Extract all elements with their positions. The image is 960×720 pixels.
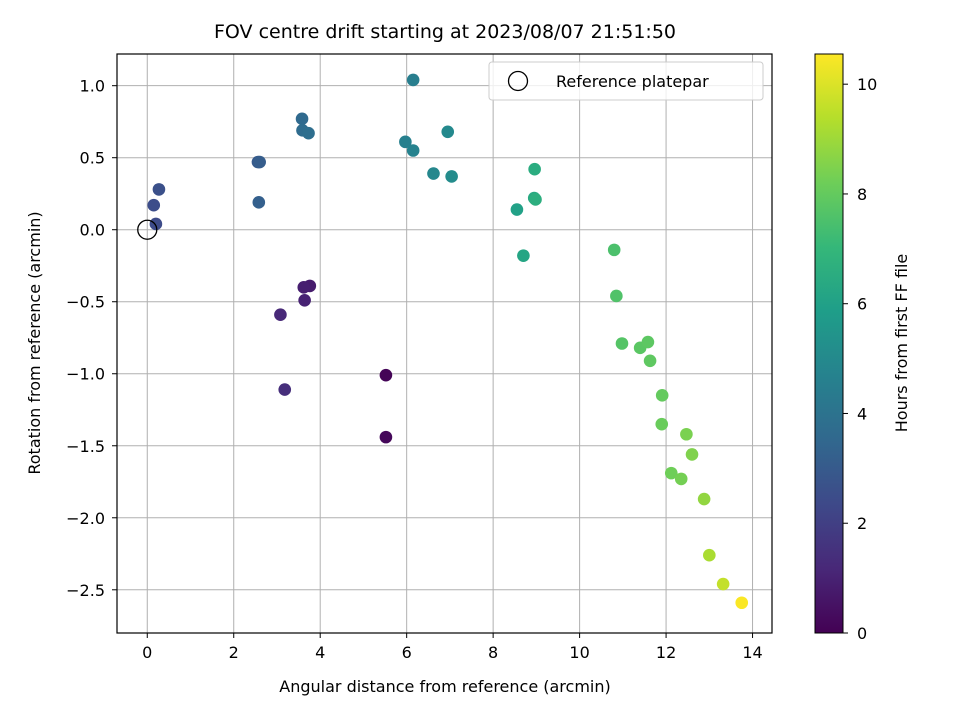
data-point (674, 472, 688, 486)
x-tick-label: 14 (742, 643, 762, 662)
y-tick-label: −0.5 (66, 293, 105, 312)
data-point (607, 243, 621, 257)
data-point (379, 430, 393, 444)
data-point (510, 203, 524, 216)
scatter-points (147, 73, 749, 610)
legend-label: Reference platepar (556, 72, 709, 91)
data-point (379, 368, 393, 382)
data-point (147, 198, 161, 212)
x-tick-label: 8 (488, 643, 498, 662)
data-point (615, 337, 629, 350)
y-tick-label: −1.0 (66, 365, 105, 384)
data-point (528, 162, 541, 176)
data-point (441, 125, 455, 139)
plot-frame (116, 53, 773, 634)
reference-point (137, 219, 158, 240)
x-tick-label: 10 (569, 643, 589, 662)
colorbar-gradient (814, 53, 844, 634)
y-tick-label: −1.5 (66, 437, 105, 456)
data-point (298, 293, 311, 307)
x-tick-label: 12 (656, 643, 676, 662)
data-point (697, 492, 711, 506)
y-axis-label: Rotation from reference (arcmin) (25, 211, 44, 474)
data-point (716, 577, 730, 591)
colorbar-tick-label: 2 (857, 514, 867, 533)
x-axis-ticks: 0 2 4 6 8 10 12 14 (142, 633, 763, 662)
data-point (703, 548, 716, 562)
colorbar-tick-label: 0 (857, 624, 867, 643)
data-point (152, 183, 166, 196)
y-tick-label: 0.0 (80, 221, 105, 240)
legend: Reference platepar (488, 61, 764, 101)
reference-marker (137, 219, 158, 240)
colorbar-tick-label: 4 (857, 404, 867, 423)
data-point (641, 335, 655, 349)
data-point (302, 126, 315, 140)
data-point (643, 354, 657, 368)
y-tick-label: 1.0 (80, 77, 105, 96)
data-point (445, 170, 458, 183)
legend-box (488, 61, 764, 101)
data-point (406, 73, 420, 87)
data-point (735, 596, 749, 610)
x-tick-label: 2 (229, 643, 239, 662)
data-point (427, 167, 440, 180)
x-tick-label: 4 (315, 643, 325, 662)
colorbar-tick-label: 6 (857, 295, 867, 314)
data-point (406, 144, 420, 157)
data-point (274, 308, 287, 321)
x-tick-label: 6 (402, 643, 412, 662)
y-tick-label: −2.5 (66, 581, 105, 600)
colorbar-tick-label: 8 (857, 185, 867, 204)
chart-title: FOV centre drift starting at 2023/08/07 … (214, 21, 676, 43)
data-point (685, 448, 699, 461)
data-point (253, 155, 266, 169)
data-point (655, 417, 669, 431)
data-point (664, 466, 678, 480)
colorbar-tick-label: 10 (857, 75, 877, 94)
data-point (295, 112, 309, 126)
data-point (610, 289, 623, 303)
data-point (680, 427, 693, 441)
x-axis-label: Angular distance from reference (arcmin) (279, 677, 610, 696)
data-point (655, 389, 669, 402)
y-tick-label: −2.0 (66, 509, 105, 528)
data-point (517, 249, 530, 262)
x-tick-label: 0 (142, 643, 152, 662)
y-tick-label: 0.5 (80, 149, 105, 168)
data-point (252, 196, 266, 209)
grid-lines (117, 54, 772, 633)
data-point (149, 217, 163, 231)
colorbar-ticks: 0 2 4 6 8 10 (843, 75, 877, 643)
data-point (278, 383, 292, 396)
data-point (399, 135, 412, 149)
data-point (529, 193, 542, 206)
y-axis-ticks: 1.0 0.5 0.0 −0.5 −1.0 −1.5 −2.0 −2.5 (66, 77, 117, 600)
colorbar: 0 2 4 6 8 10 Hours from first FF file (814, 53, 911, 643)
legend-marker-icon (507, 70, 529, 92)
data-point (297, 281, 311, 294)
colorbar-label: Hours from first FF file (892, 254, 911, 433)
